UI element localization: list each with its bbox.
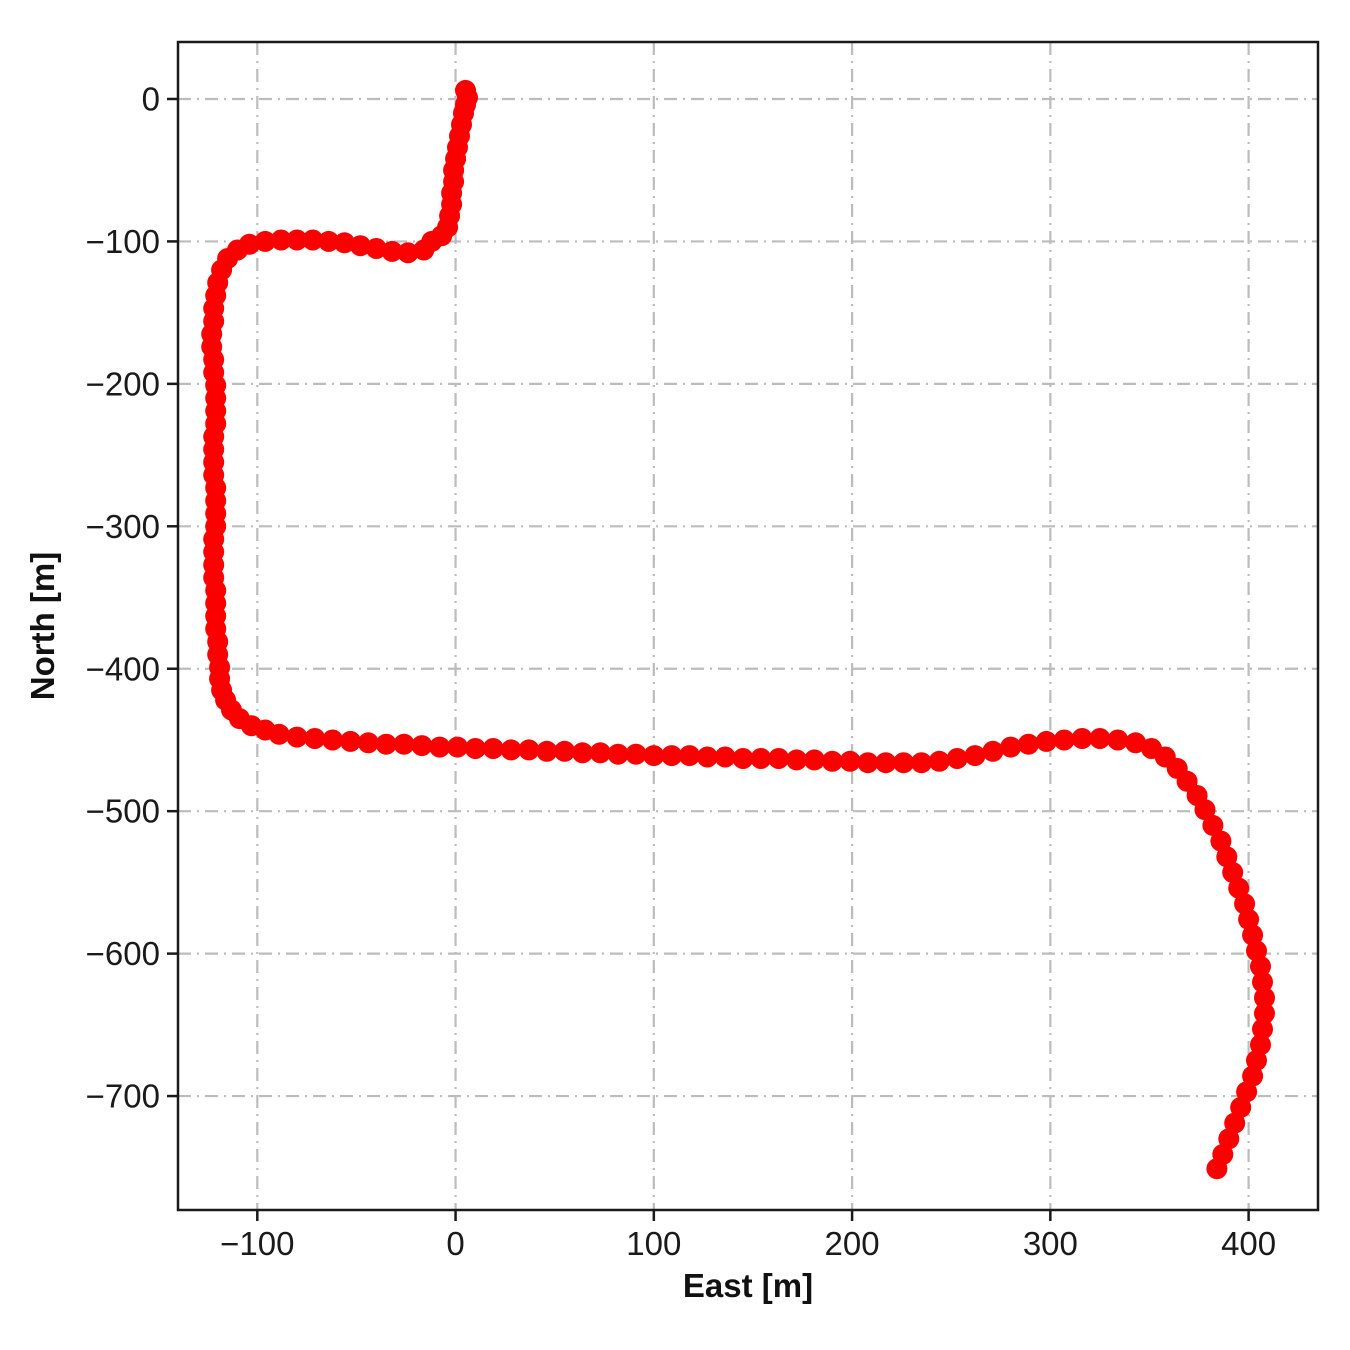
y-tick-label: −300 — [86, 508, 160, 545]
trajectory-point — [768, 748, 790, 769]
trajectory-point — [1254, 987, 1275, 1009]
trajectory-point — [893, 752, 915, 774]
trajectory-point — [714, 746, 736, 768]
trajectory-point — [696, 746, 718, 768]
trajectory-point — [286, 229, 308, 251]
trajectory-point — [928, 750, 950, 772]
trajectory-point — [732, 748, 754, 769]
trajectory-point — [334, 232, 355, 254]
x-tick-label: 300 — [1023, 1225, 1078, 1262]
trajectory-point — [447, 736, 468, 758]
scatter-points — [201, 79, 1275, 1180]
y-tick-label: 0 — [142, 81, 160, 118]
trajectory-point — [786, 749, 808, 771]
trajectory-point — [349, 235, 371, 257]
y-tick-label: −700 — [86, 1078, 160, 1115]
y-tick-label: −100 — [86, 223, 160, 260]
trajectory-point — [1250, 955, 1271, 977]
trajectory-point — [679, 745, 700, 767]
x-tick-label: 0 — [446, 1225, 464, 1262]
trajectory-point — [1254, 1002, 1275, 1024]
trajectory-point — [803, 749, 825, 771]
trajectory-point — [554, 740, 576, 762]
trajectory-point — [572, 742, 593, 764]
trajectory-point — [413, 239, 435, 261]
trajectory-point — [625, 743, 647, 765]
trajectory-point — [643, 745, 665, 767]
trajectory-point — [875, 752, 897, 774]
x-tick-label: 200 — [825, 1225, 880, 1262]
plot-border — [176, 40, 1320, 1212]
trajectory-point — [1242, 924, 1264, 946]
trajectory-point — [1202, 814, 1224, 836]
trajectory-point — [1089, 728, 1111, 749]
trajectory-point — [500, 739, 522, 761]
trajectory-point — [482, 738, 504, 759]
trajectory-point — [397, 242, 419, 264]
axes-frame — [176, 40, 1320, 1212]
trajectory-point — [375, 733, 397, 755]
trajectory-point — [1053, 729, 1075, 751]
y-axis-label: North [m] — [24, 552, 61, 700]
trajectory-point — [268, 723, 290, 745]
trajectory-point — [318, 230, 340, 252]
tick-labels: −100 0 100 200 300 400 0 −100 −200 −300 −400 −500 −6… — [86, 81, 1276, 1262]
axis-ticks — [167, 97, 1250, 1221]
trajectory-point — [607, 743, 629, 765]
x-tick-label: 400 — [1221, 1225, 1276, 1262]
trajectory-point — [393, 733, 415, 755]
trajectory-point — [1194, 799, 1216, 821]
trajectory-point — [821, 750, 843, 772]
trajectory-point — [1238, 908, 1260, 930]
trajectory-point — [661, 745, 683, 767]
trajectory-point — [302, 229, 324, 251]
trajectory-point — [857, 752, 879, 774]
trajectory-point — [464, 738, 486, 759]
trajectory-point — [839, 750, 861, 772]
trajectory-point — [518, 739, 540, 761]
trajectory-point — [1125, 732, 1147, 754]
trajectory-point — [1000, 736, 1022, 758]
trajectory-point — [1018, 733, 1039, 755]
trajectory-point — [429, 736, 451, 758]
x-tick-label: −100 — [220, 1225, 294, 1262]
trajectory-point — [357, 732, 379, 754]
trajectory-point — [1252, 1018, 1273, 1040]
trajectory-point — [304, 728, 326, 749]
x-tick-label: 100 — [626, 1225, 681, 1262]
y-tick-label: −600 — [86, 935, 160, 972]
trajectory-point — [322, 729, 344, 751]
trajectory-point — [1071, 728, 1093, 749]
trajectory-point — [1035, 730, 1057, 752]
y-tick-label: −400 — [86, 650, 160, 687]
trajectory-point — [254, 230, 276, 252]
trajectory-point — [286, 726, 308, 748]
trajectory-point — [982, 740, 1004, 762]
trajectory-point — [589, 742, 611, 764]
trajectory-point — [1252, 971, 1273, 993]
y-tick-label: −500 — [86, 793, 160, 830]
trajectory-point — [411, 735, 433, 757]
trajectory-point — [536, 740, 558, 762]
trajectory-point — [381, 240, 403, 262]
y-tick-label: −200 — [86, 365, 160, 402]
trajectory-point — [365, 238, 387, 259]
grid-lines — [178, 42, 1318, 1210]
trajectory-point — [964, 745, 986, 767]
trajectory-point — [1107, 729, 1129, 751]
trajectory-point — [1206, 1158, 1228, 1180]
trajectory-point — [270, 229, 292, 251]
trajectory-point — [946, 748, 968, 769]
trajectory-point — [1246, 1049, 1267, 1071]
x-axis-label: East [m] — [683, 1267, 813, 1304]
trajectory-point — [340, 730, 361, 752]
trajectory-point — [911, 752, 932, 774]
trajectory-point — [750, 748, 772, 769]
